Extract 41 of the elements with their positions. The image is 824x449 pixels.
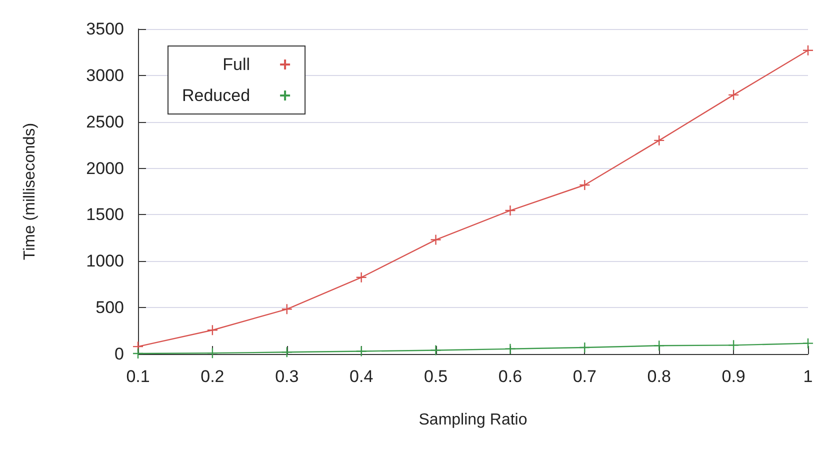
- x-tick-label: 0.2: [200, 367, 224, 386]
- point: [206, 347, 218, 359]
- legend-label: Reduced: [182, 86, 250, 105]
- x-tick-label: 0.3: [275, 367, 299, 386]
- point: [430, 344, 442, 356]
- point: [728, 340, 740, 351]
- x-tick-label: 0.5: [424, 367, 448, 386]
- point: [654, 134, 665, 146]
- y-axis-title: Time (milliseconds): [22, 122, 38, 260]
- point: [579, 342, 590, 354]
- y-tick-label: 1000: [86, 252, 124, 271]
- y-tick-label: 500: [96, 298, 124, 318]
- point: [430, 234, 442, 246]
- y-tick-label: 2000: [86, 158, 124, 178]
- point: [654, 340, 665, 352]
- point: [504, 343, 516, 354]
- x-tick-label: 0.4: [350, 367, 374, 386]
- y-tick-label: 2500: [86, 112, 124, 132]
- y-tick-label: 3500: [86, 20, 124, 38]
- point: [728, 89, 740, 101]
- y-tick-label: 3000: [86, 66, 124, 85]
- x-tick-label: 1: [803, 367, 813, 386]
- point: [132, 348, 144, 360]
- point: [802, 338, 814, 349]
- x-tick-label: 0.1: [126, 367, 150, 386]
- x-axis-title: Sampling Ratio: [418, 412, 528, 428]
- x-tick-label: 0.8: [647, 367, 671, 386]
- y-tick-label: 0: [114, 344, 124, 364]
- x-tick-label: 0.7: [572, 367, 596, 386]
- point: [206, 324, 218, 336]
- point: [281, 304, 292, 315]
- point: [356, 272, 367, 283]
- point: [802, 44, 814, 56]
- point: [281, 346, 292, 358]
- point: [504, 204, 516, 216]
- point: [579, 179, 590, 191]
- y-tick-label: 1500: [86, 205, 124, 224]
- point: [356, 346, 367, 357]
- x-tick-label: 0.6: [498, 367, 522, 386]
- legend-label: Full: [222, 55, 250, 74]
- x-tick-label: 0.9: [722, 367, 746, 386]
